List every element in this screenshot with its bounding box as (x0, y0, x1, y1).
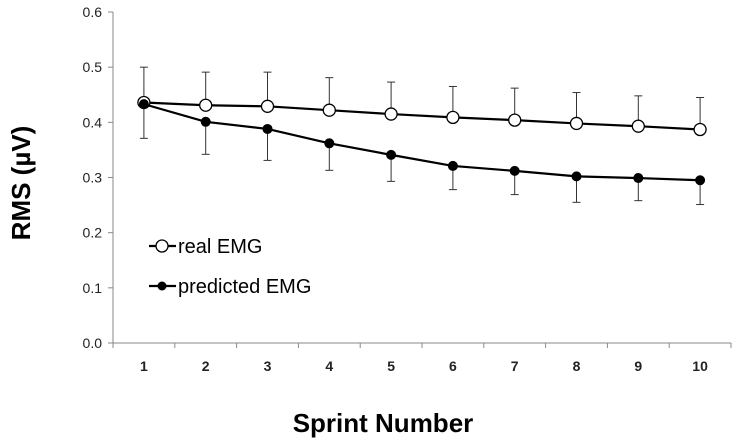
y-tick-label: 0.6 (83, 4, 103, 20)
y-tick-label: 0.4 (83, 114, 103, 130)
y-tick-label: 0.5 (83, 59, 103, 75)
series-lines (143, 101, 701, 182)
real-emg-point (446, 110, 460, 125)
y-tick-label: 0.2 (83, 225, 103, 241)
predicted-emg-point (262, 123, 273, 134)
series-markers (137, 95, 707, 186)
real-emg-point (322, 103, 336, 117)
legend: real EMG predicted EMG (149, 236, 311, 298)
y-axis-ticks: 0.0 0.1 0.2 0.3 0.4 0.5 0.6 (83, 4, 113, 351)
real-emg-point (693, 122, 707, 137)
real-emg-point (569, 116, 584, 131)
predicted-emg-point (509, 165, 520, 176)
legend-real-emg-marker (155, 239, 169, 253)
x-tick-label: 8 (573, 358, 581, 374)
legend-real-emg-label: real EMG (178, 236, 262, 258)
y-tick-label: 0.0 (83, 335, 103, 351)
y-axis-title: RMS (µV) (6, 126, 36, 241)
real-emg-point (631, 119, 645, 133)
predicted-emg-point (324, 138, 335, 149)
x-tick-label: 5 (387, 358, 395, 374)
legend-predicted-emg-label: predicted EMG (178, 276, 311, 298)
predicted-emg-point (200, 116, 211, 127)
x-tick-label: 7 (511, 358, 519, 374)
predicted-emg-point (138, 99, 149, 110)
x-tick-label: 3 (264, 358, 272, 374)
predicted-emg-point (447, 160, 458, 171)
x-tick-label: 9 (634, 358, 642, 374)
x-tick-label: 2 (202, 358, 210, 374)
real-emg-line (143, 101, 701, 131)
x-tick-label: 6 (449, 358, 457, 374)
predicted-emg-point (633, 173, 644, 184)
x-tick-label: 1 (140, 358, 148, 374)
x-axis-title: Sprint Number (293, 408, 474, 438)
real-emg-point (508, 113, 522, 127)
predicted-emg-point (386, 149, 397, 160)
real-emg-point (384, 107, 398, 121)
real-emg-point (260, 99, 275, 113)
predicted-emg-point (571, 171, 582, 182)
real-emg-point (199, 98, 213, 112)
legend-predicted-emg-marker (157, 281, 167, 291)
x-tick-label: 10 (692, 358, 708, 374)
x-axis-ticks: 1 2 3 4 5 6 7 8 9 10 (112, 343, 732, 374)
predicted-emg-line (143, 103, 701, 182)
y-tick-label: 0.3 (83, 170, 103, 186)
predicted-emg-point (695, 175, 706, 186)
x-tick-label: 4 (325, 358, 333, 374)
error-bars (139, 66, 705, 206)
y-tick-label: 0.1 (83, 280, 103, 296)
